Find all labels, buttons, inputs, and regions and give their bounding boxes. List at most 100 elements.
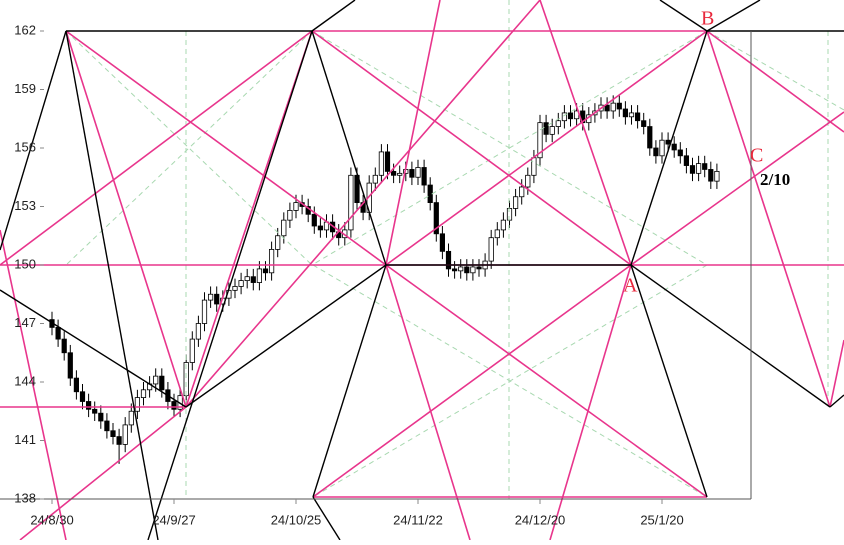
fan-line bbox=[147, 30, 313, 541]
candle-body bbox=[397, 172, 403, 176]
x-tick-label: 24/12/20 bbox=[515, 512, 566, 527]
y-tick-label: 162 bbox=[14, 22, 36, 37]
candle-body bbox=[543, 122, 549, 135]
candle-body bbox=[195, 323, 201, 340]
fan-line bbox=[706, 30, 844, 133]
candle-body bbox=[61, 338, 67, 354]
candle-body bbox=[476, 266, 482, 270]
candle-body bbox=[244, 276, 250, 282]
candle-body bbox=[500, 219, 507, 231]
candle-body bbox=[567, 112, 574, 120]
fan-line bbox=[706, 0, 761, 32]
candle-body bbox=[604, 104, 610, 112]
fan-line bbox=[385, 264, 708, 498]
fan-line bbox=[829, 394, 844, 408]
candle-body bbox=[513, 196, 519, 209]
annotation: 2/10 bbox=[760, 170, 790, 189]
candle-body bbox=[445, 250, 452, 270]
candle-body bbox=[659, 139, 665, 157]
candle-body bbox=[531, 157, 537, 176]
candle-body bbox=[372, 174, 378, 184]
candle-body bbox=[708, 169, 714, 182]
candle-body bbox=[549, 126, 555, 135]
candle-body bbox=[293, 202, 299, 211]
candle-body bbox=[140, 389, 147, 398]
fan-line bbox=[659, 0, 708, 32]
candle-body bbox=[610, 102, 616, 112]
candle-body bbox=[433, 202, 439, 235]
candle-body bbox=[409, 169, 415, 178]
candle-body bbox=[458, 266, 464, 272]
fan-line bbox=[549, 264, 632, 541]
candle-body bbox=[390, 170, 397, 176]
candle-body bbox=[641, 120, 647, 127]
y-tick-label: 159 bbox=[14, 81, 36, 96]
y-tick-label: 156 bbox=[14, 139, 36, 154]
y-tick-label: 150 bbox=[14, 256, 36, 271]
candle-body bbox=[696, 163, 702, 174]
fan-line bbox=[312, 264, 387, 498]
fan-line bbox=[312, 496, 341, 541]
candle-body bbox=[494, 229, 500, 239]
candle-body bbox=[287, 209, 293, 221]
candle-body bbox=[311, 213, 317, 227]
candle-body bbox=[488, 237, 494, 262]
candle-body bbox=[116, 436, 122, 445]
x-tick-label: 24/9/27 bbox=[152, 512, 195, 527]
candle-body bbox=[189, 338, 195, 363]
candle-body bbox=[86, 401, 92, 410]
fan-line bbox=[706, 30, 831, 408]
annotation: A bbox=[623, 275, 638, 297]
candle-body bbox=[561, 112, 568, 122]
guide-line bbox=[65, 30, 313, 266]
fan-line bbox=[311, 30, 387, 266]
candle-body bbox=[104, 420, 110, 432]
y-tick-label: 138 bbox=[14, 490, 36, 505]
fan-line bbox=[385, 264, 471, 541]
x-tick-label: 24/10/25 bbox=[271, 512, 322, 527]
fan-line bbox=[65, 30, 187, 408]
candles bbox=[49, 95, 720, 464]
candle-body bbox=[451, 268, 458, 272]
candle-body bbox=[55, 326, 61, 340]
fan-line bbox=[19, 406, 187, 541]
candle-body bbox=[647, 126, 653, 149]
candle-body bbox=[616, 102, 622, 110]
candle-body bbox=[689, 165, 696, 174]
candle-body bbox=[159, 375, 165, 391]
candle-body bbox=[275, 235, 281, 250]
candle-body bbox=[238, 280, 244, 287]
candle-body bbox=[714, 170, 720, 182]
candle-body bbox=[98, 412, 104, 422]
fan-line bbox=[385, 30, 708, 266]
candle-body bbox=[555, 120, 561, 127]
candle-body bbox=[207, 293, 214, 301]
fan-line bbox=[630, 264, 708, 498]
candle-body bbox=[653, 147, 659, 157]
candle-body bbox=[384, 151, 391, 172]
candle-body bbox=[677, 149, 683, 157]
fan-line bbox=[0, 229, 67, 541]
candle-body bbox=[110, 430, 116, 437]
candle-body bbox=[470, 266, 476, 274]
fan-line bbox=[0, 30, 313, 266]
candle-body bbox=[702, 163, 708, 170]
candle-body bbox=[525, 174, 531, 188]
fan-line bbox=[630, 264, 831, 408]
fan-line bbox=[0, 289, 187, 408]
fan-line bbox=[65, 30, 159, 541]
fan-line bbox=[185, 30, 313, 408]
candle-body bbox=[671, 143, 677, 151]
candle-body bbox=[439, 233, 446, 252]
candle-body bbox=[232, 286, 238, 291]
candle-body bbox=[171, 401, 177, 410]
candle-body bbox=[683, 155, 690, 166]
candle-body bbox=[79, 391, 86, 402]
candle-body bbox=[134, 397, 140, 412]
candle-body bbox=[128, 410, 134, 426]
candle-body bbox=[628, 112, 635, 118]
candle-body bbox=[201, 299, 208, 324]
